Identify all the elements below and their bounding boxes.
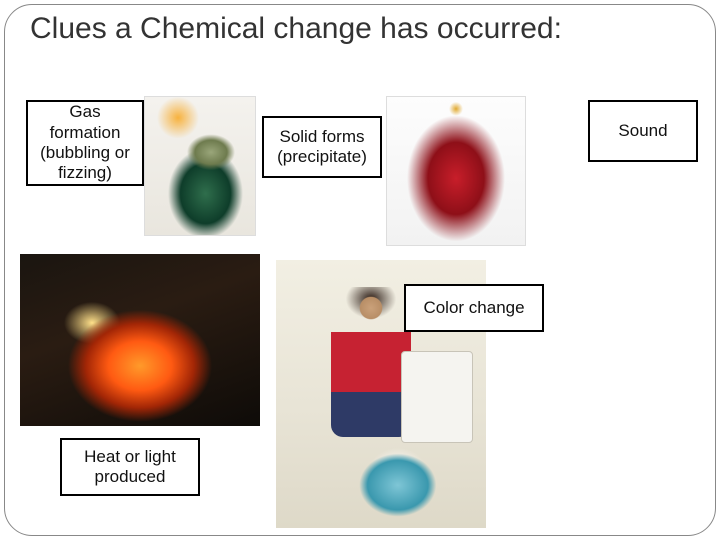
image-precipitate	[386, 96, 526, 246]
label-gas-formation: Gas formation (bubbling or fizzing)	[26, 100, 144, 186]
label-sound: Sound	[588, 100, 698, 162]
image-fire	[20, 254, 260, 426]
image-gas-beaker	[144, 96, 256, 236]
page-title: Clues a Chemical change has occurred:	[30, 12, 690, 47]
label-heat-light: Heat or light produced	[60, 438, 200, 496]
label-color-change: Color change	[404, 284, 544, 332]
label-solid-forms: Solid forms (precipitate)	[262, 116, 382, 178]
